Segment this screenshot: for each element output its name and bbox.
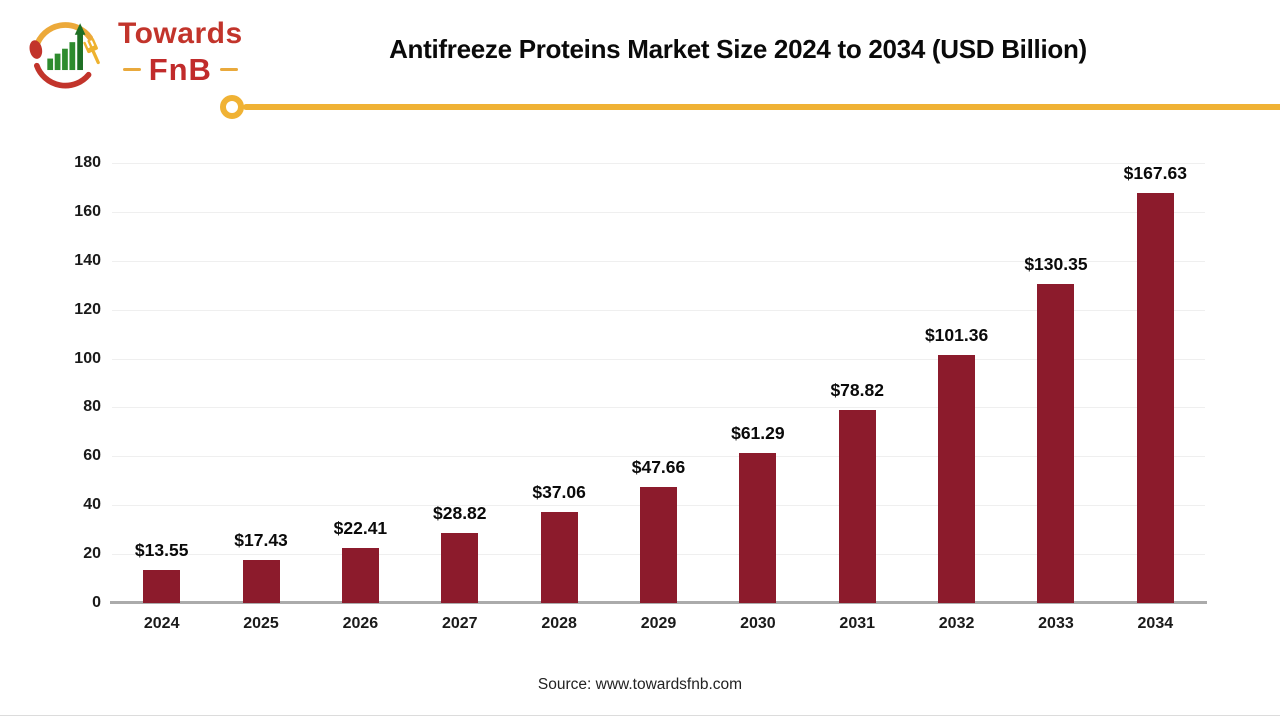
bar-value-label: $167.63 [1123,163,1187,184]
bar-value-label: $28.82 [433,502,487,523]
bar-value-label: $13.55 [134,539,189,560]
x-axis-label: 2027 [441,615,478,632]
bar-value-label: $130.35 [1024,254,1088,275]
x-axis-label: 2034 [1137,615,1174,632]
bar-value-label: $17.43 [234,530,288,551]
bar-value-label: $22.41 [333,518,388,539]
divider-line [243,104,1280,110]
brand-name-top: Towards [118,17,243,50]
brand-name-bottom: FnB [148,52,212,87]
gridline [112,163,1205,164]
divider-ring-icon [220,95,244,119]
y-axis-tick-label: 0 [92,594,101,611]
bar-2028 [540,512,578,603]
y-axis-tick-label: 120 [74,300,101,318]
bar-2034 [1136,193,1174,603]
x-axis-label: 2032 [938,615,975,632]
x-axis-label: 2028 [541,615,577,632]
gridline [112,211,1205,213]
gridline [112,407,1205,409]
x-axis-label: 2029 [640,615,677,632]
brand-logo: Towards FnB [26,12,243,92]
y-axis-tick-label: 160 [74,202,101,220]
bar-value-label: $78.82 [830,380,884,401]
logo-dash-right-icon [219,68,238,71]
x-axis-label: 2025 [243,615,279,632]
gridline [112,358,1205,360]
gridline [112,309,1205,311]
x-axis-label: 2033 [1038,615,1074,632]
y-axis-tick-label: 100 [74,349,101,367]
bar-chart: 0 20 40 60 80 100 120 140 160 180 $13.55 2024 $17.43… [74,154,1207,632]
brand-logo-icon [29,22,100,89]
brand-wordmark: Towards FnB [118,17,243,87]
bar-2027 [441,532,479,603]
bar-2026 [341,548,379,603]
y-axis-tick-label: 180 [74,154,101,171]
gridline [112,260,1205,262]
x-axis-label: 2024 [143,615,180,632]
bar-2029 [640,486,677,603]
y-axis-tick-label: 60 [83,447,101,465]
source-text: Source: www.towardsfnb.com [537,676,743,693]
y-axis-tick-label: 40 [83,496,101,514]
y-axis-tick-label: 140 [74,251,101,269]
bar-2024 [143,569,181,603]
chart-title: Antifreeze Proteins Market Size 2024 to … [389,34,1087,64]
bar-value-label: $61.29 [731,423,785,444]
bar-value-label: $37.06 [532,482,586,503]
bar-value-label: $101.36 [924,325,989,346]
x-axis-label: 2031 [839,615,876,632]
bar-2030 [739,453,777,603]
x-axis-label: 2026 [342,615,379,632]
bar-2032 [938,355,976,603]
y-axis-tick-label: 80 [83,398,101,416]
slide-bottom-border [0,715,1280,716]
bar-2033 [1037,284,1075,603]
bar-value-label: $47.66 [631,456,686,477]
gridline [112,456,1205,458]
bar-2031 [838,410,876,603]
logo-dash-left-icon [122,68,141,71]
bar-2025 [242,560,280,603]
x-axis-label: 2030 [740,615,776,632]
y-axis-tick-label: 20 [83,545,101,563]
